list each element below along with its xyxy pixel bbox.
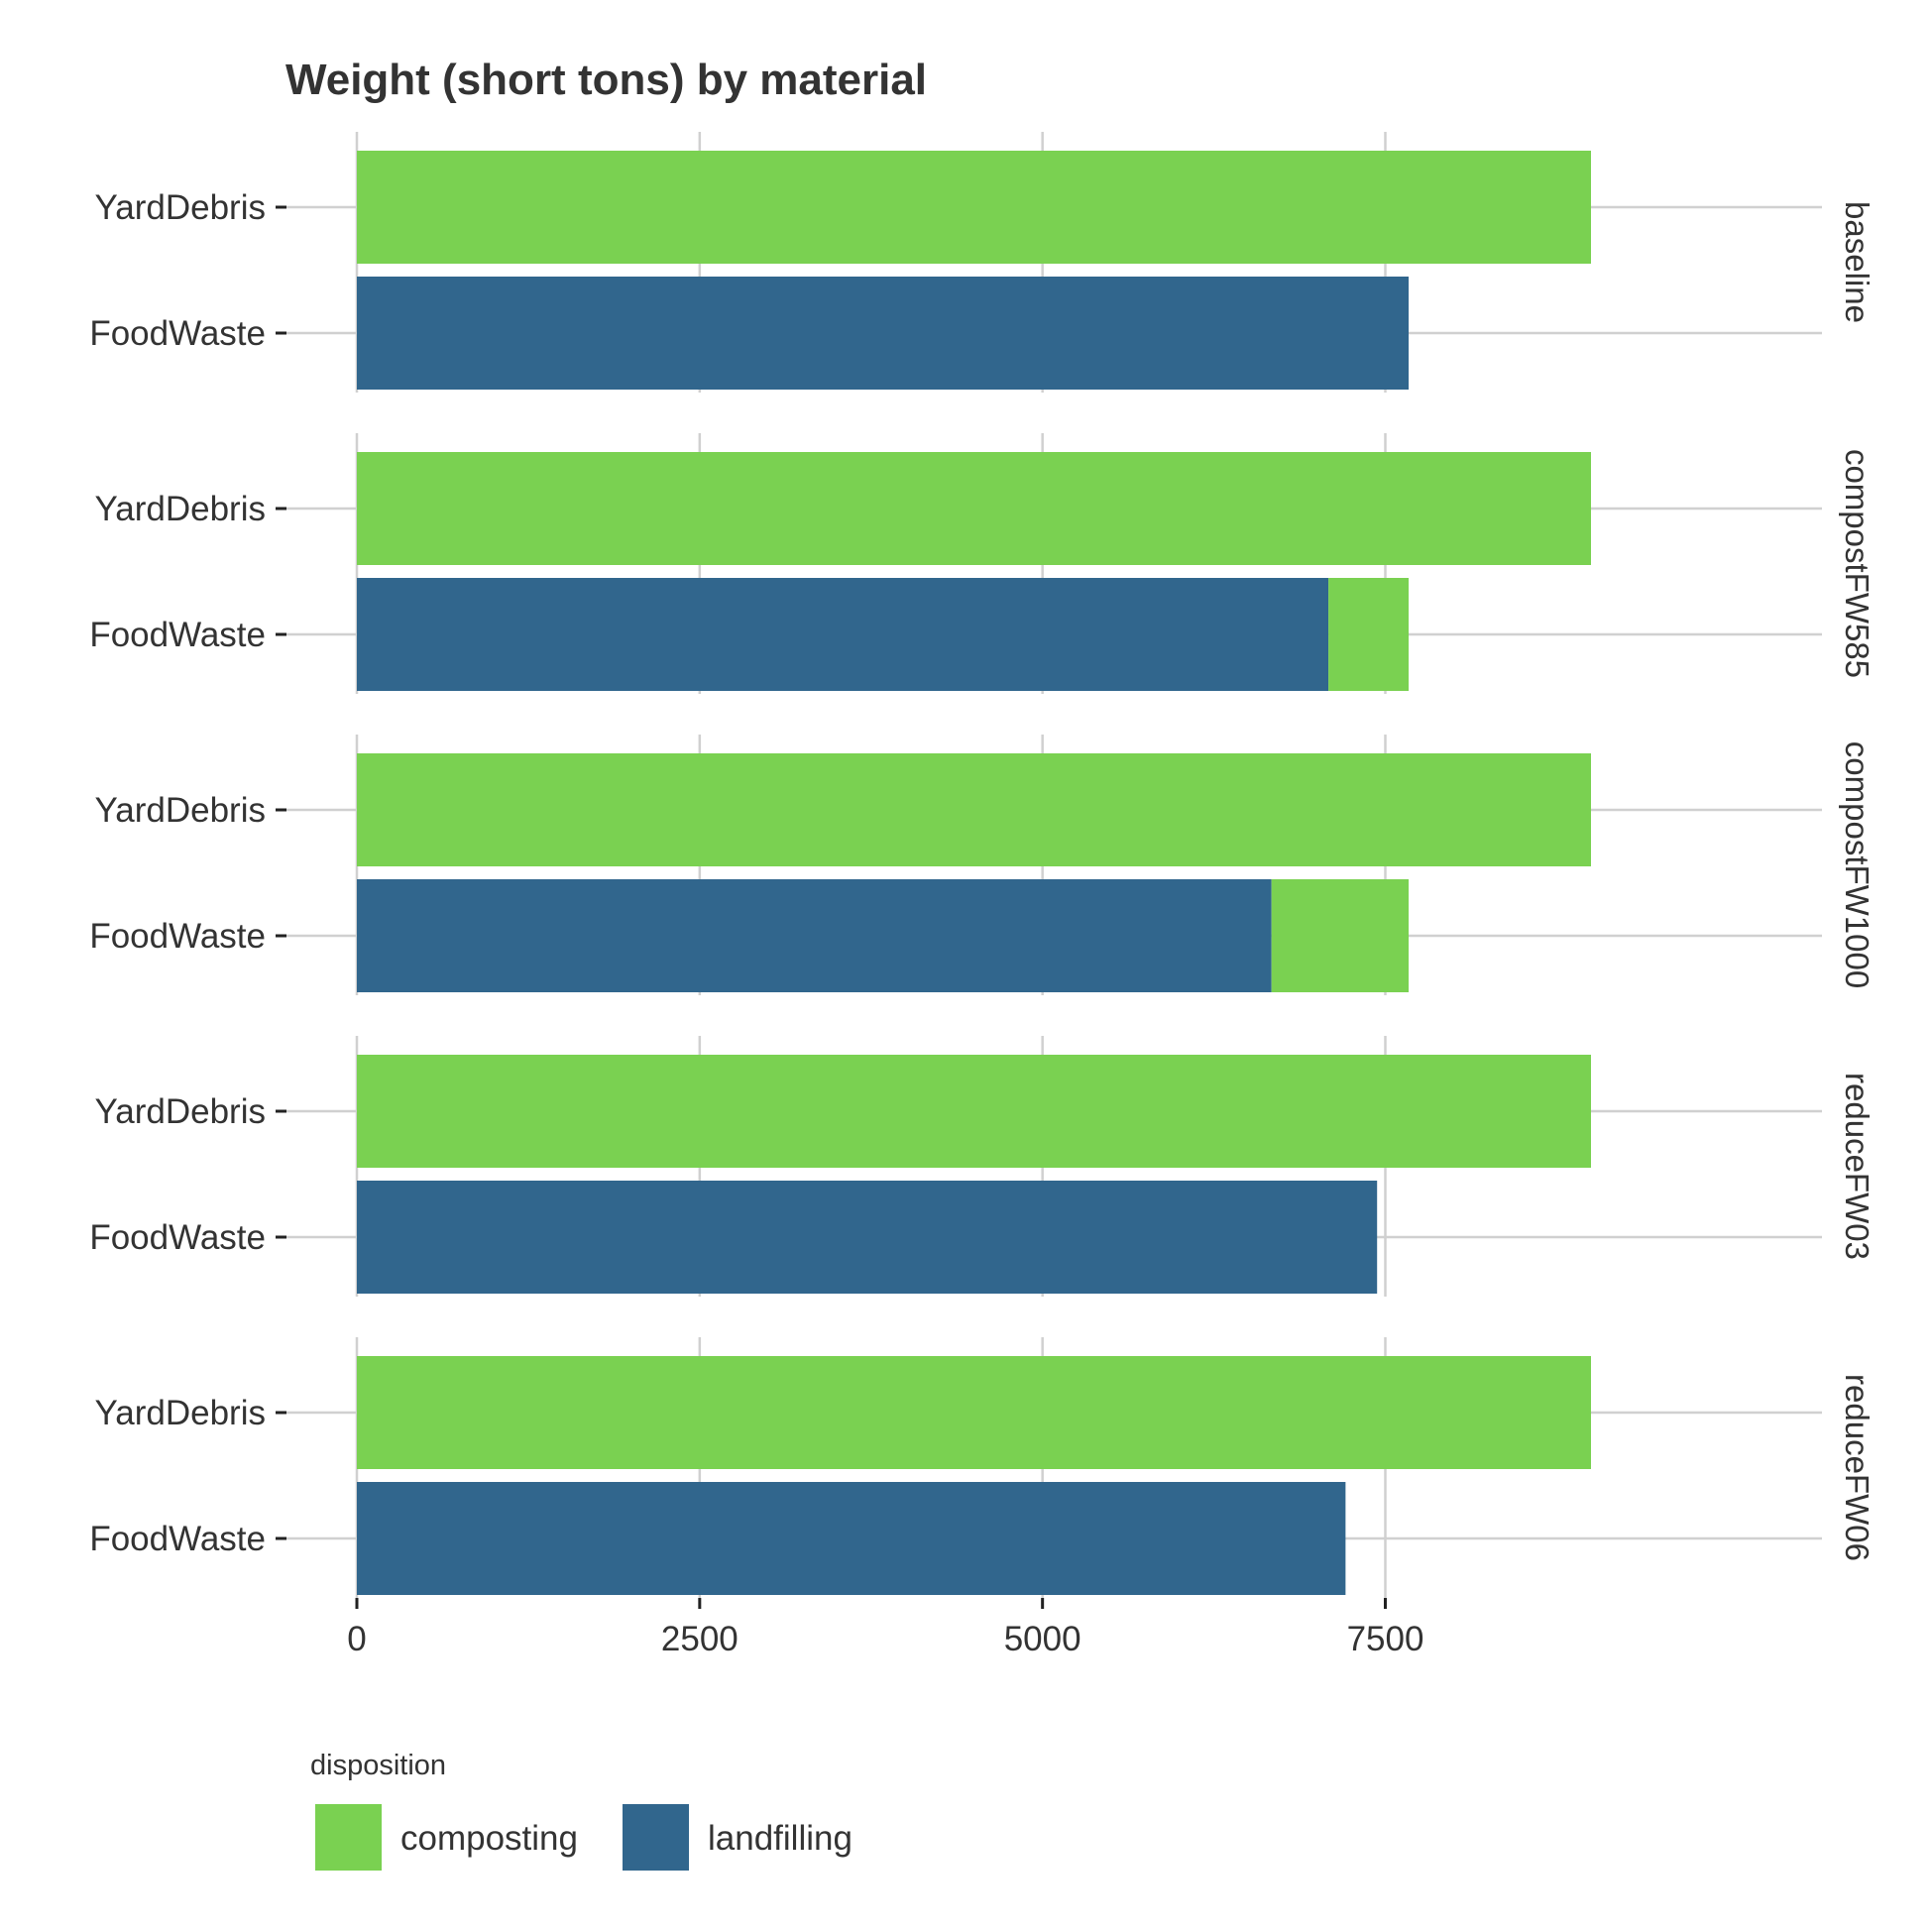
legend-key-landfilling	[623, 1804, 689, 1871]
facet-strip-compostfw1000: compostFW1000	[1839, 741, 1875, 988]
bar-compostfw585-yarddebris-composting	[357, 452, 1591, 565]
ytick-label-foodwaste-baseline: FoodWaste	[89, 314, 266, 353]
ytick-label-foodwaste-compostfw1000: FoodWaste	[89, 917, 266, 956]
legend: disposition composting landfilling	[310, 1750, 852, 1871]
facet-label-reducefw06: reduceFW06	[1839, 1374, 1875, 1561]
xtick-label-2500: 2500	[661, 1620, 739, 1658]
facet-label-baseline: baseline	[1839, 201, 1875, 323]
bar-reducefw03-yarddebris-composting	[357, 1055, 1591, 1168]
facet-strip-baseline: baseline	[1839, 201, 1875, 323]
facet-label-reducefw03: reduceFW03	[1839, 1073, 1875, 1260]
ytick-label-foodwaste-reducefw06: FoodWaste	[89, 1520, 266, 1558]
bar-baseline-foodwaste-landfilling	[357, 277, 1410, 390]
bar-baseline-yarddebris-composting	[357, 151, 1591, 264]
bar-compostfw585-foodwaste-landfilling	[357, 578, 1329, 691]
bar-compostfw1000-yarddebris-composting	[357, 753, 1591, 866]
ytick-label-foodwaste-compostfw585: FoodWaste	[89, 616, 266, 654]
bar-reducefw06-foodwaste-landfilling	[357, 1482, 1346, 1595]
ytick-label-yarddebris-compostfw1000: YardDebris	[95, 791, 266, 830]
ytick-label-yarddebris-baseline: YardDebris	[95, 188, 266, 227]
ytick-label-yarddebris-reducefw06: YardDebris	[95, 1394, 266, 1432]
legend-key-composting	[315, 1804, 382, 1871]
bar-compostfw585-foodwaste-composting	[1328, 578, 1410, 691]
legend-label-composting: composting	[400, 1819, 578, 1858]
ytick-label-foodwaste-reducefw03: FoodWaste	[89, 1218, 266, 1257]
ytick-label-yarddebris-reducefw03: YardDebris	[95, 1092, 266, 1131]
facet-label-compostfw1000: compostFW1000	[1839, 741, 1875, 988]
ytick-label-yarddebris-compostfw585: YardDebris	[95, 490, 266, 528]
facet-strip-reducefw03: reduceFW03	[1839, 1073, 1875, 1260]
facet-strip-compostfw585: compostFW585	[1839, 449, 1875, 678]
bar-reducefw06-yarddebris-composting	[357, 1356, 1591, 1469]
facet-label-compostfw585: compostFW585	[1839, 449, 1875, 678]
bar-compostfw1000-foodwaste-composting	[1271, 879, 1410, 992]
xtick-label-7500: 7500	[1347, 1620, 1424, 1658]
bar-compostfw1000-foodwaste-landfilling	[357, 879, 1272, 992]
plot-area: YardDebris FoodWaste baseline YardDebris Foo…	[89, 132, 1875, 1598]
xtick-label-0: 0	[347, 1620, 366, 1658]
facet-strip-reducefw06: reduceFW06	[1839, 1374, 1875, 1561]
chart-title: Weight (short tons) by material	[285, 56, 927, 104]
x-axis: 0 2500 5000 7500	[347, 1598, 1423, 1658]
legend-title: disposition	[310, 1750, 446, 1781]
legend-label-landfilling: landfilling	[708, 1819, 852, 1858]
bar-reducefw03-foodwaste-landfilling	[357, 1181, 1378, 1294]
xtick-label-5000: 5000	[1004, 1620, 1081, 1658]
